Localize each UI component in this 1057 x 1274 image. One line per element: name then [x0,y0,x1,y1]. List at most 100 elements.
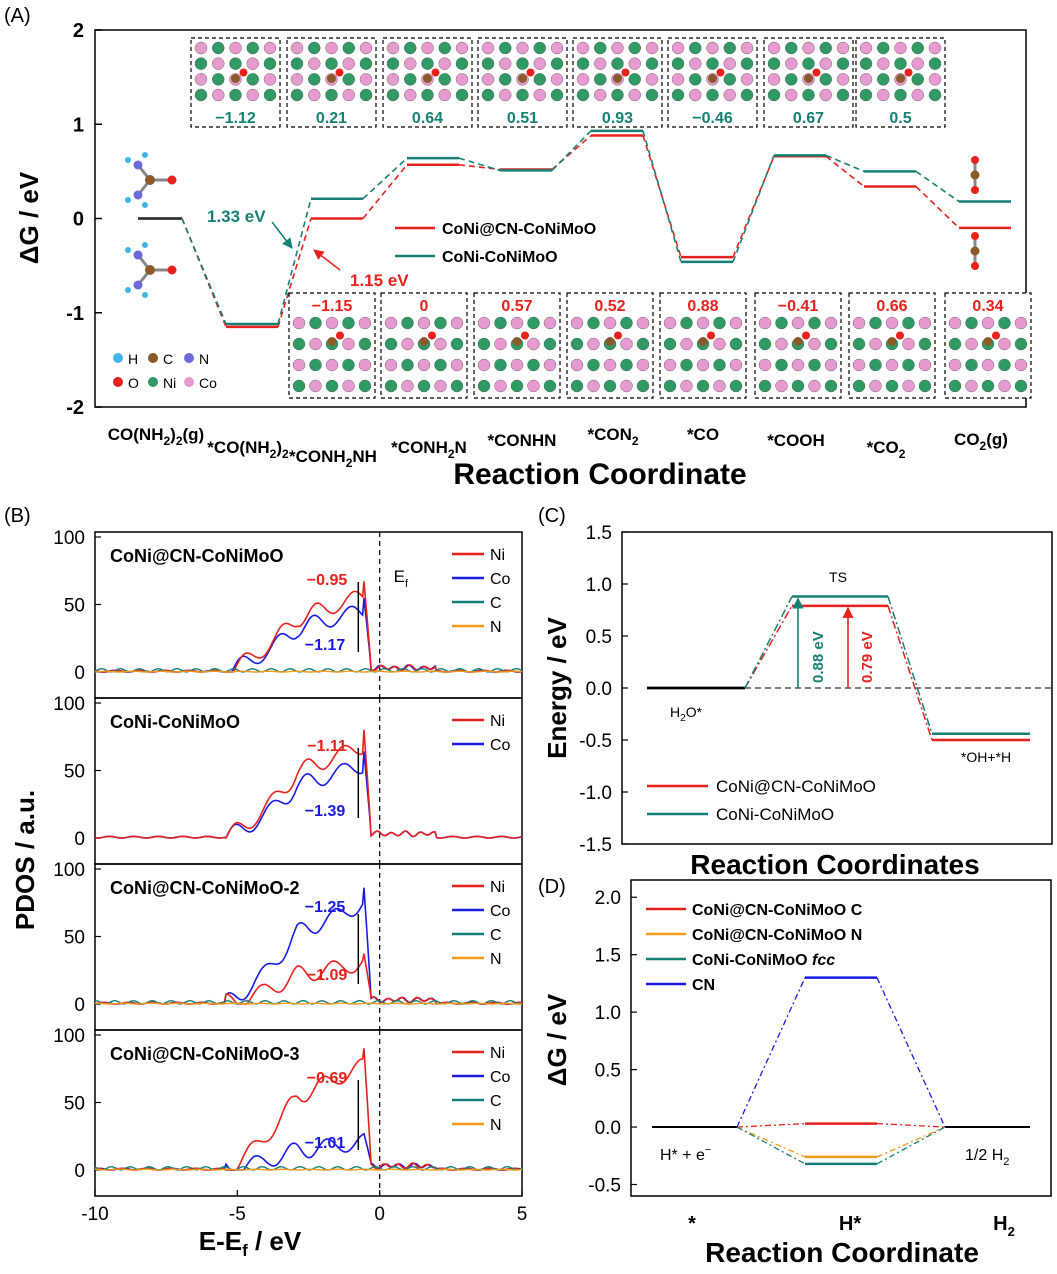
atom-sphere [570,379,584,393]
atom-sphere [981,358,995,372]
atom-sphere [767,41,781,55]
atom-sphere [404,88,417,102]
atom-sphere [713,337,726,351]
state-label-right: 1/2 H2 [965,1147,1009,1168]
atom-sphere [696,358,710,372]
atom-sphere [628,41,641,55]
atom-sphere [384,337,398,351]
adsorbate-oxygen [526,68,535,77]
panel-a-legend: CoNi@CN-CoNiMoO CoNi-CoNiMoO [395,221,596,266]
atom-sphere [308,73,321,86]
energy-connector-red [551,134,592,171]
inset-energy-label: 0.21 [316,110,347,127]
energy-connector-teal [876,1126,946,1165]
legend-label: Ni [490,879,505,896]
atom-sphere [663,337,677,351]
adsorbate-carbon [327,337,337,346]
panel-b-x-axis: -10 -5 0 5 [81,1190,527,1225]
atom-sphere [477,316,491,330]
atom-sphere [928,57,942,70]
pdos-subplot-title: CoNi@CN-CoNiMoO [110,546,284,566]
atom-sphere [729,358,743,372]
inset-energy-label: 0 [420,298,429,315]
inset-energy-label: 0.93 [602,110,633,127]
y-tick-label: 50 [64,928,85,949]
pdos-subplot-frame [94,1029,523,1197]
atom-sphere [689,41,702,55]
panel-label-a: (A) [4,5,31,27]
co2-molecule-bottom [970,232,980,270]
atom-sphere [819,73,832,86]
atom-sphere [948,379,962,393]
atom-sphere [194,88,208,102]
energy-connector-red [458,163,501,171]
atom-sphere [438,41,451,55]
pdos-curve-n [94,670,523,673]
inset-energy-label: 0.5 [889,110,911,127]
atom-sphere [499,41,512,55]
y-tick-label: 1 [73,114,84,136]
atom-sphere [309,379,322,393]
atom-sphere [455,88,469,102]
atom-sphere [636,379,650,393]
atom-sphere [767,88,781,102]
adsorbate-carbon [698,337,708,346]
atom-sphere [877,73,890,86]
atom-sphere [309,337,322,351]
pdos-curve-co [94,751,523,839]
atom-sphere [877,57,890,70]
atom-sphere [308,41,321,55]
atom-sphere [671,88,685,102]
atom-sphere [325,57,338,70]
panel-c-legend: CoNi@CN-CoNiMoO CoNi-CoNiMoO [647,777,876,824]
energy-connector-teal [181,218,227,325]
atom-sphere [342,379,355,393]
y-tick-label: 0 [73,209,84,231]
atom-sphere [620,379,633,393]
atom-sphere [852,337,866,351]
y-tick-label: 1.5 [595,946,621,967]
atom-sphere [998,316,1011,330]
atom-sphere [576,57,590,70]
atom-sphere [533,73,546,86]
adsorbate-oxygen [431,68,440,77]
atom-sphere [680,337,693,351]
atom-sphere [981,379,995,393]
adsorbate-oxygen [521,331,529,340]
atom-sphere [663,358,677,372]
atom-sphere [785,73,798,86]
atom-sphere [928,41,942,55]
atom-sphere [290,73,304,86]
x-category-label: *CO(NH2)2 [207,438,289,461]
atom-sphere [869,379,882,393]
atom-sphere [785,88,798,102]
atom-sphere [404,73,417,86]
atom-sphere [594,41,607,55]
x-category-label: *CONH2N [391,438,467,461]
atom-sphere [481,73,495,86]
adsorbate-carbon [793,337,803,346]
atom-sphere [869,337,882,351]
panel-a-insets-bottom: −1.15 0 0.57 0.52 0.88 −0.41 0.66 0.34 [288,292,1032,399]
atom-sphere [836,41,850,55]
atom-sphere [384,358,398,372]
atom-sphere [342,316,355,330]
y-tick-label: -0.5 [588,1176,621,1197]
panel-label-c: (C) [538,505,566,527]
atom-sphere [775,379,788,393]
legend-label: C [490,1093,502,1110]
atom-sphere [543,316,557,330]
d-band-center-co: −1.25 [305,899,346,916]
atom-sphere [785,41,798,55]
energy-connector-red [362,164,408,220]
atom-sphere [359,57,373,70]
atom-sphere [194,41,208,55]
legend-label-a-teal: CoNi-CoNiMoO [442,249,558,266]
legend-label-a-red: CoNi@CN-CoNiMoO [442,221,596,238]
atom-sphere [499,57,512,70]
atom-sphere [290,88,304,102]
atom-sphere [998,337,1011,351]
atom-sphere [450,379,464,393]
panel-d-x-categories: * H* H2 [688,1213,1015,1239]
